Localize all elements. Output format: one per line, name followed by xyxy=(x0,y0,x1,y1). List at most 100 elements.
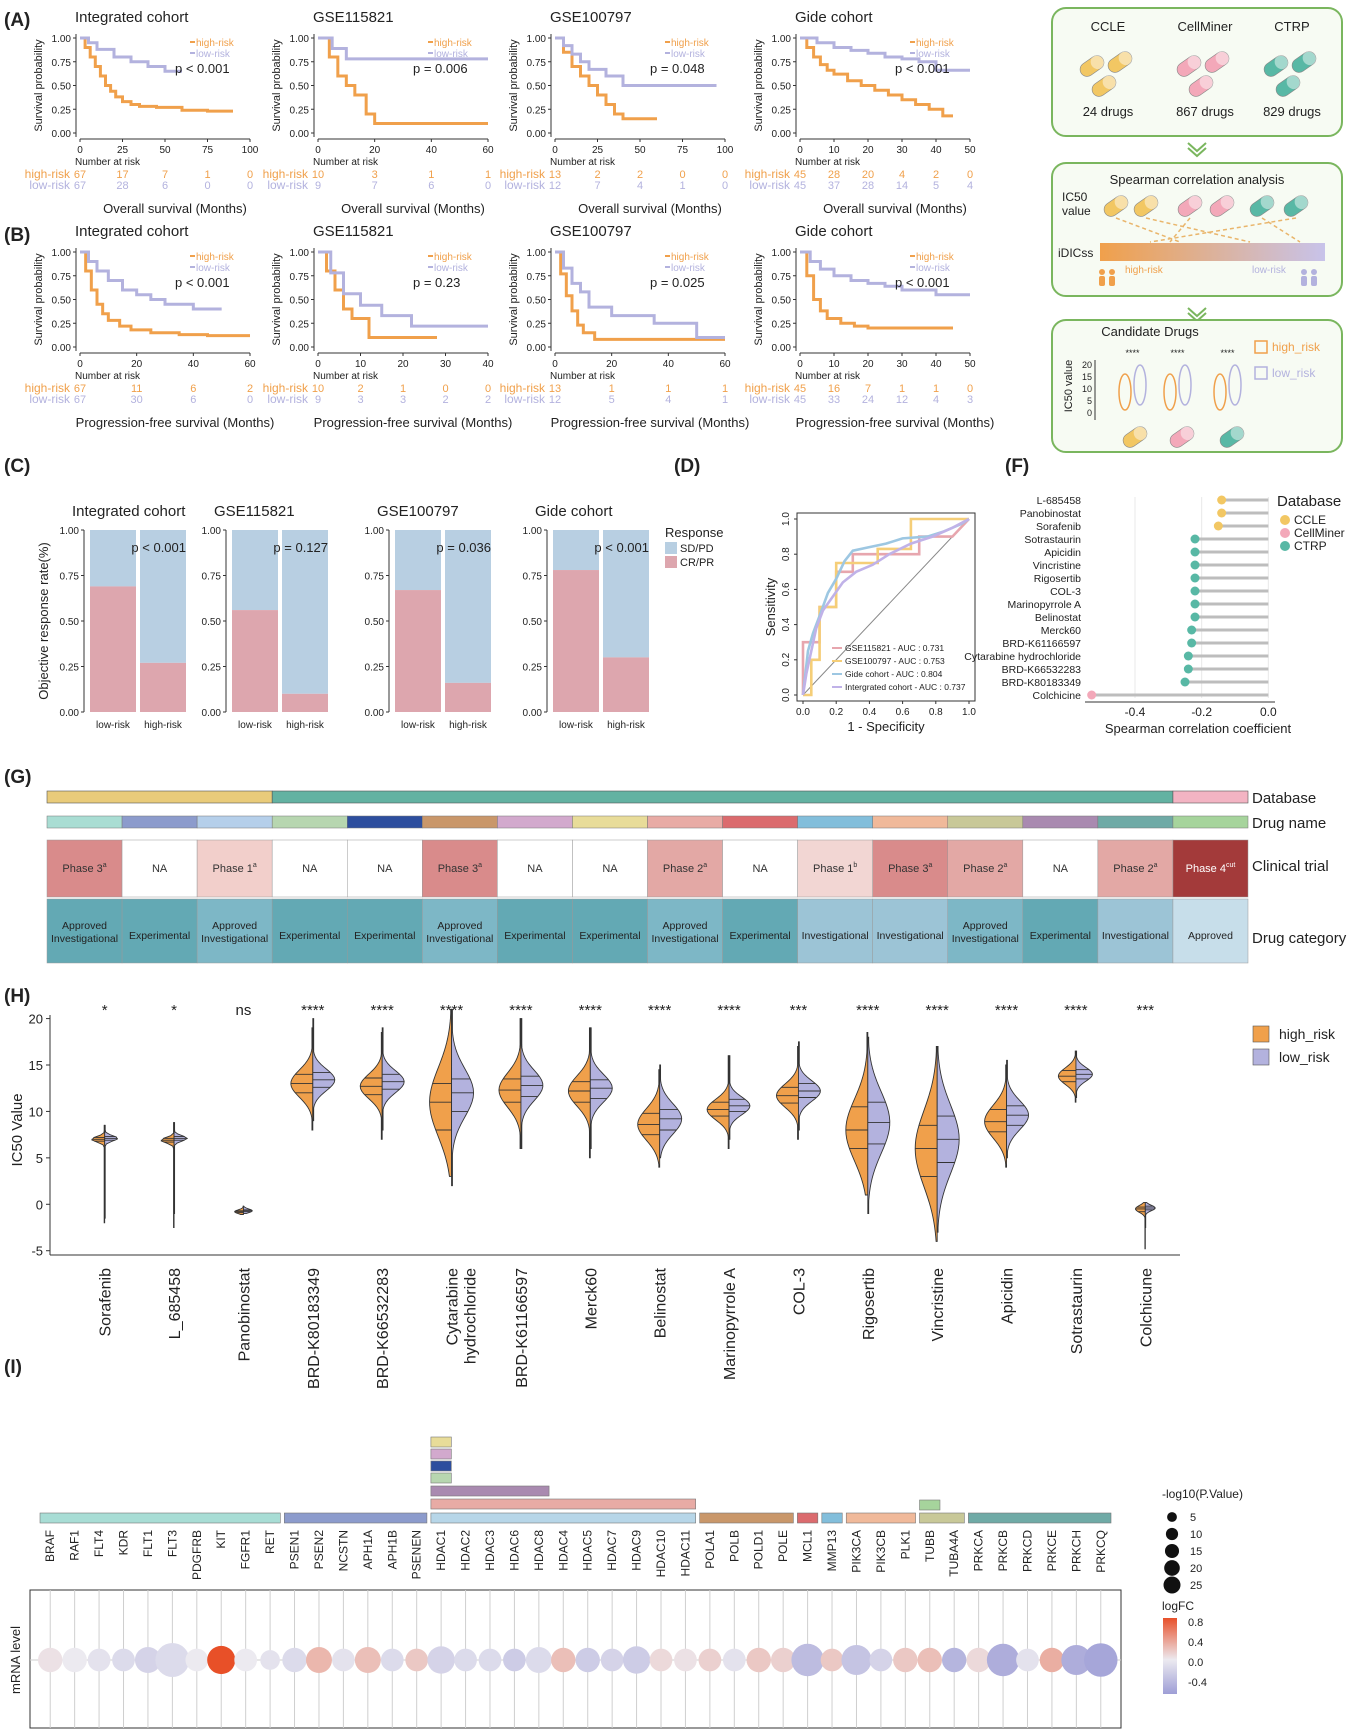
ic50-label: IC50 xyxy=(1062,190,1088,204)
drug-category-label: Experimental xyxy=(354,930,415,942)
risk-count-low: 0 xyxy=(247,394,253,406)
drug-label: BRD-K61166597 xyxy=(1002,638,1081,650)
x-tick-label: L_685458 xyxy=(167,1268,184,1339)
gene-label: PLK1 xyxy=(898,1530,912,1560)
gene-label: HDAC8 xyxy=(532,1530,546,1571)
pathway-bar xyxy=(919,1512,965,1524)
gene-label: POLD1 xyxy=(752,1530,766,1570)
gene-label: PSEN1 xyxy=(288,1530,302,1570)
x-tick-label: 0.4 xyxy=(862,707,876,718)
km-curve-high-risk xyxy=(555,36,657,121)
clinical-trial-label: Phase 3a xyxy=(888,862,932,875)
km-plot-A-0: Integrated cohort 0.00 0.25 0.50 0.75 1.00 0 25… xyxy=(25,9,259,216)
bubble-point xyxy=(1084,1643,1118,1677)
clinical-trial-cell xyxy=(422,839,498,898)
y-tick-label: 0.50 xyxy=(527,82,547,93)
pill-half xyxy=(1133,426,1147,441)
x-tick-label: 0.0 xyxy=(1260,705,1277,719)
drug-category-cell xyxy=(196,898,273,964)
drug-label: Sotrastaurin xyxy=(1024,534,1081,546)
drug-category-label: Experimental xyxy=(129,930,190,942)
drug-category-label: Investigational xyxy=(952,933,1019,945)
drug-label: BRD-K80183349 xyxy=(1002,677,1082,689)
violin-half-high xyxy=(91,1124,106,1224)
superscript: a xyxy=(103,862,107,869)
legend-low-risk: low-risk xyxy=(196,263,231,274)
bubble-point xyxy=(260,1650,280,1670)
x-tick-label: 10 xyxy=(828,145,840,156)
drug-name-cell xyxy=(271,815,348,829)
y-tick-label: 0.50 xyxy=(523,617,543,628)
y-tick-label: 1.0 xyxy=(781,512,792,526)
clinical-trial-label: NA xyxy=(527,863,543,875)
significance-label: * xyxy=(102,1002,108,1019)
y-tick-label: 0.25 xyxy=(290,105,310,116)
bubble-point xyxy=(600,1648,624,1672)
pathway-bar xyxy=(284,1512,428,1524)
y-axis-label: Survival probability xyxy=(33,253,45,346)
risk-count-high: 11 xyxy=(131,383,142,395)
risk-row-label-low: low-risk xyxy=(267,178,309,192)
gene-label: BRAF xyxy=(43,1530,57,1562)
bar-sd-pd xyxy=(445,530,491,683)
risk-row-label-high: high-risk xyxy=(25,381,71,395)
km-curve-low-risk xyxy=(318,36,488,61)
drug-category-label: Approved xyxy=(1188,930,1233,942)
bar-cr-pr xyxy=(282,693,328,712)
y-axis-label: Survival probability xyxy=(508,253,520,346)
pill-half xyxy=(1215,51,1229,66)
legend-swatch-low xyxy=(1252,1048,1270,1066)
risk-count-low: 67 xyxy=(74,180,86,192)
superscript: a xyxy=(703,862,707,869)
bubble-point xyxy=(893,1647,918,1673)
drug-category-cell xyxy=(572,898,648,964)
y-tick-label: 0.50 xyxy=(527,296,547,307)
bar-plot-title: Integrated cohort xyxy=(72,503,186,520)
gene-label: MCL1 xyxy=(801,1530,815,1562)
legend-swatch-high xyxy=(1254,340,1268,354)
drug-label: Merck60 xyxy=(1041,625,1081,637)
bar-cr-pr xyxy=(553,570,599,712)
risk-count-high: 1 xyxy=(428,169,434,181)
x-tick-label: low-risk xyxy=(96,720,131,731)
bubble-point xyxy=(820,1648,844,1672)
drug-category-label: Experimental xyxy=(579,930,640,942)
y-tick-label: 0.00 xyxy=(52,343,72,354)
gene-label: HDAC6 xyxy=(507,1530,521,1571)
clinical-trial-cell xyxy=(797,839,873,898)
bubble-point xyxy=(155,1643,190,1677)
y-tick-label: 0.8 xyxy=(781,547,792,561)
gene-label: HDAC2 xyxy=(459,1530,473,1571)
y-tick-label: 1.00 xyxy=(523,526,543,537)
risk-count-high: 17 xyxy=(116,169,128,181)
significance-label: **** xyxy=(856,1002,880,1019)
km-curve-high-risk xyxy=(800,250,953,330)
y-tick-label: 1.00 xyxy=(202,526,222,537)
km-title: Gide cohort xyxy=(795,223,873,240)
risk-count-low: 0 xyxy=(247,180,253,192)
legend-swatch-crpr xyxy=(665,556,677,568)
y-tick-label: 1.00 xyxy=(527,34,547,45)
violin-half-low xyxy=(797,1041,821,1131)
color-legend-label: 0.8 xyxy=(1188,1617,1203,1629)
risk-count-high: 1 xyxy=(485,169,491,181)
violin-half-high xyxy=(567,1027,591,1159)
bubble-point xyxy=(37,1647,63,1673)
drug-category-cell xyxy=(722,898,798,964)
x-axis-label: Progression-free survival (Months) xyxy=(551,415,750,430)
x-tick-label: Sotrastaurin xyxy=(1069,1268,1086,1354)
drug-label: Panobinostat xyxy=(1020,508,1081,520)
km-curve-high-risk xyxy=(800,36,953,118)
significance-label: **** xyxy=(509,1002,533,1019)
y-axis-label: Survival probability xyxy=(508,39,520,132)
risk-count-high: 2 xyxy=(933,169,939,181)
row-label: Database xyxy=(1252,790,1316,807)
legend-low-risk: low-risk xyxy=(916,49,951,60)
clinical-trial-cell xyxy=(947,839,1024,898)
pill-icon xyxy=(1177,195,1203,217)
pathway-bar xyxy=(821,1512,843,1524)
